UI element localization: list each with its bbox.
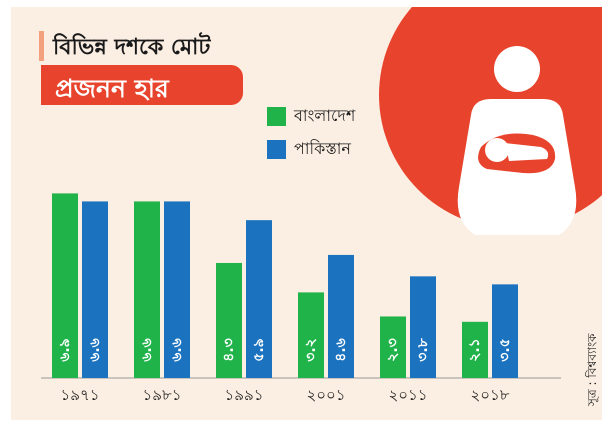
legend-item-bangladesh: বাংলাদেশ [267, 103, 355, 129]
infographic-card: বিভিন্ন দশকে মোট প্রজনন হার ৬.৯ ৬.৬ ১৯৭১ ৬.… [11, 7, 602, 420]
data-label-pakistan-2: ৫.৯ [251, 338, 267, 362]
x-tick-label-5: ২০১৮ [471, 386, 510, 404]
chart-title-line-2: প্রজনন হার [55, 74, 169, 103]
data-label-pakistan-0: ৬.৬ [87, 338, 103, 362]
bar-pakistan-3 [328, 254, 354, 378]
bar-pakistan-2 [246, 220, 272, 378]
data-label-pakistan-4: ৩.৮ [415, 337, 431, 361]
x-tick-label-2: ১৯৯১ [225, 386, 264, 404]
data-label-bangladesh-1: ৬.৬ [139, 338, 155, 362]
data-label-bangladesh-3: ৩.২ [303, 338, 319, 362]
bar-bangladesh-3 [298, 292, 324, 378]
bar-pakistan-0 [82, 201, 108, 378]
x-tick-label-1: ১৯৮১ [143, 386, 182, 404]
legend-swatch-pakistan [267, 139, 286, 159]
bar-pakistan-4 [410, 276, 436, 378]
bar-bangladesh-1 [134, 201, 160, 378]
data-label-bangladesh-5: ২.১ [467, 338, 483, 362]
bar-pakistan-5 [492, 284, 518, 378]
title-accent-rule [39, 31, 44, 61]
data-label-pakistan-1: ৬.৬ [169, 338, 185, 362]
x-tick-label-3: ২০০১ [307, 386, 346, 404]
data-label-bangladesh-0: ৬.৯ [57, 338, 73, 362]
chart-title-line-1: বিভিন্ন দশকে মোট [53, 35, 211, 60]
bar-bangladesh-4 [380, 316, 406, 378]
x-tick-label-4: ২০১১ [389, 386, 428, 404]
bar-bangladesh-2 [216, 262, 242, 378]
legend-label-bangladesh: বাংলাদেশ [294, 105, 356, 125]
data-label-bangladesh-4: ২.৩ [385, 338, 401, 362]
data-label-pakistan-5: ৩.৫ [497, 338, 513, 362]
bar-bangladesh-0 [52, 193, 78, 378]
bar-chart: ৬.৯ ৬.৬ ১৯৭১ ৬.৬ ৬.৬ ১৯৮১ ৪.৩ ৫.৯ ১৯৯১ ৩.২ ৪.৬ ২০০১… [41, 7, 602, 404]
legend-item-pakistan: পাকিস্তান [267, 136, 355, 162]
legend-swatch-bangladesh [267, 106, 286, 126]
legend-label-pakistan: পাকিস্তান [294, 138, 351, 158]
title-banner [41, 65, 243, 105]
data-label-pakistan-3: ৪.৬ [333, 338, 349, 362]
bar-pakistan-1 [164, 201, 190, 378]
mother-holding-baby-icon [379, 7, 602, 235]
bar-bangladesh-5 [462, 321, 488, 378]
legend: বাংলাদেশ পাকিস্তান [267, 103, 355, 169]
data-label-bangladesh-2: ৪.৩ [221, 338, 237, 362]
x-tick-label-0: ১৯৭১ [61, 386, 100, 404]
source-note: সূত্র : বিশ্বব্যাংক [585, 333, 599, 406]
